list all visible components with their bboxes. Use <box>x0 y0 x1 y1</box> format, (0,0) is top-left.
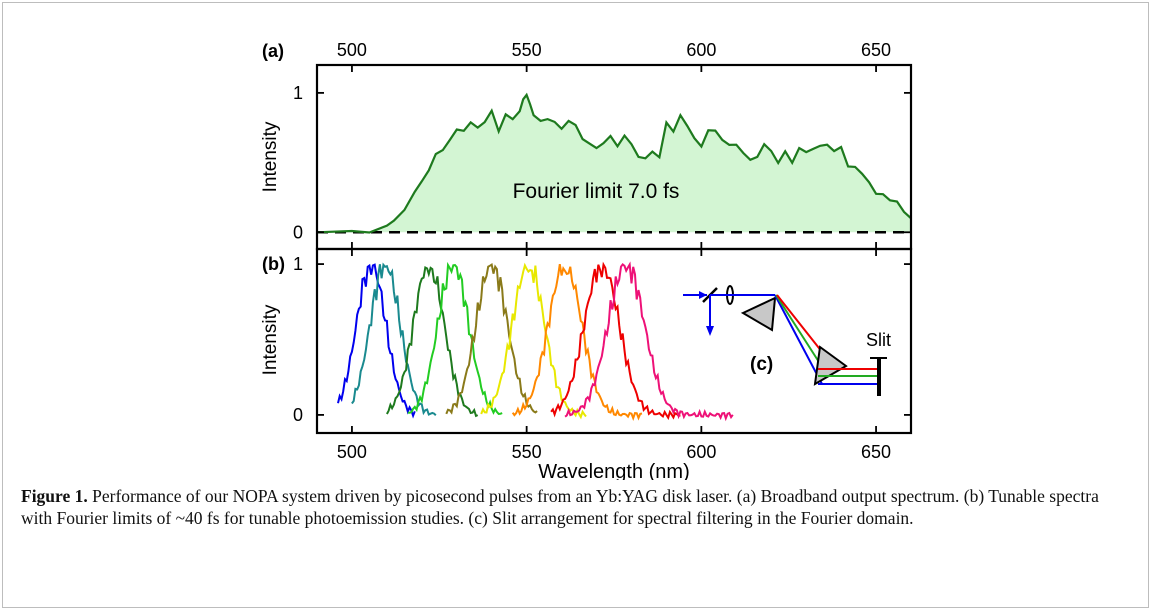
top-tick-label-550: 550 <box>512 40 542 60</box>
y-axis-label-a: Intensity <box>260 121 281 192</box>
y-tick-label-b-0: 0 <box>293 405 303 425</box>
spectrum-fill <box>317 94 911 233</box>
panel-b: 500 550 600 650 0 1 (b) Intensity Wavelength … <box>260 247 913 480</box>
top-tick-label-500: 500 <box>337 40 367 60</box>
caption-label: Figure 1. <box>21 486 88 506</box>
panel-a-label: (a) <box>262 41 284 61</box>
spectrum-line <box>445 262 538 415</box>
spectrum-line <box>550 261 681 421</box>
spectrum-line <box>564 261 734 422</box>
spectrum-line <box>480 262 587 420</box>
figure-chart: 500 550 600 650 0 1 (a) Intensity Fourier lim… <box>260 40 913 480</box>
panel-a: 500 550 600 650 0 1 (a) Intensity Fourier lim… <box>260 40 913 251</box>
panel-a-ticks: 500 550 600 650 0 1 <box>293 40 911 249</box>
x-tick-label-500: 500 <box>337 442 367 462</box>
slit-arrangement-inset: Slit (c) <box>683 285 891 396</box>
inset-c-label: (c) <box>750 354 773 375</box>
y-tick-label-a-0: 0 <box>293 222 303 242</box>
prism-2 <box>813 345 848 386</box>
fourier-limit-annotation: Fourier limit 7.0 fs <box>513 180 680 203</box>
x-tick-label-600: 600 <box>686 442 716 462</box>
figure-caption: Figure 1. Performance of our NOPA system… <box>21 486 1131 529</box>
spectrum-line <box>511 264 643 421</box>
spectrum-line <box>407 261 503 416</box>
panel-b-frame <box>315 247 913 435</box>
y-tick-label-b-1: 1 <box>293 254 303 274</box>
spectrum-line <box>351 262 437 417</box>
y-tick-label-a-1: 1 <box>293 83 303 103</box>
spectrum-line <box>337 263 416 419</box>
x-tick-label-650: 650 <box>861 442 891 462</box>
x-axis-label: Wavelength (nm) <box>538 461 690 480</box>
reflected-beam-arrow <box>706 326 714 336</box>
panel-b-ticks: 500 550 600 650 0 1 <box>293 249 911 462</box>
caption-text: Performance of our NOPA system driven by… <box>21 486 1099 528</box>
y-axis-label-b: Intensity <box>260 304 281 375</box>
input-beam-arrow <box>699 291 707 299</box>
slit-label: Slit <box>866 330 891 350</box>
top-tick-label-600: 600 <box>686 40 716 60</box>
spectrum-line <box>317 92 911 234</box>
dispersed-beam-blue <box>774 294 823 385</box>
prism-1 <box>740 296 777 332</box>
top-tick-label-650: 650 <box>861 40 891 60</box>
x-tick-label-550: 550 <box>512 442 542 462</box>
spectrum-line <box>386 266 479 418</box>
panel-b-label: (b) <box>262 254 285 274</box>
